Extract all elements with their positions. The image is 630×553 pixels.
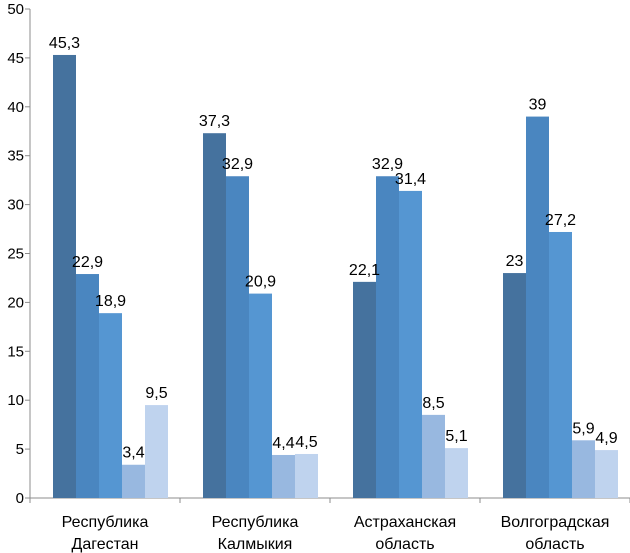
category-label-line: Волгоградская — [501, 514, 610, 531]
y-tick-label: 5 — [16, 441, 24, 458]
data-label: 8,5 — [422, 395, 444, 412]
data-label: 3,4 — [122, 445, 144, 462]
data-label: 20,9 — [245, 274, 276, 291]
bar — [295, 453, 318, 498]
data-label: 22,1 — [349, 262, 380, 279]
bar — [272, 454, 295, 498]
bar — [376, 176, 399, 498]
bar — [53, 54, 76, 498]
bar — [353, 281, 376, 498]
bar — [249, 293, 272, 498]
bar — [399, 190, 422, 498]
data-label: 18,9 — [95, 293, 126, 310]
bar — [122, 464, 145, 498]
bar — [503, 273, 526, 498]
data-label: 23 — [506, 253, 524, 270]
category-label-line: Республика — [62, 514, 149, 531]
category-label: Астраханская область — [354, 514, 456, 553]
y-tick-label: 20 — [7, 294, 24, 311]
bar — [203, 133, 226, 498]
bar — [226, 176, 249, 498]
category-label: Волгоградская область — [501, 514, 610, 553]
category-label: Республика Калмыкия — [212, 514, 299, 553]
data-label: 4,9 — [595, 430, 617, 447]
y-tick-label: 15 — [7, 343, 24, 360]
data-label: 5,9 — [572, 420, 594, 437]
y-axis: 0 5 10 15 20 25 30 35 40 45 50 — [7, 1, 31, 507]
data-label: 31,4 — [395, 171, 426, 188]
bar — [145, 405, 168, 498]
y-tick-label: 35 — [7, 148, 24, 165]
data-label: 45,3 — [49, 35, 80, 52]
y-tick-label: 10 — [7, 392, 24, 409]
data-label: 9,5 — [145, 385, 167, 402]
y-tick-label: 30 — [7, 197, 24, 214]
bar — [422, 414, 445, 498]
x-axis: Республика Дагестан Республика Калмыкия Астр… — [29, 497, 630, 553]
category-label-line: Астраханская — [354, 514, 456, 531]
data-label: 32,9 — [372, 156, 403, 173]
category-label-line: Дагестан — [72, 536, 139, 553]
bar — [549, 231, 572, 498]
bar — [595, 450, 618, 498]
bar — [526, 116, 549, 498]
data-label: 32,9 — [222, 156, 253, 173]
y-tick-label: 40 — [7, 99, 24, 116]
y-tick-label: 45 — [7, 50, 24, 67]
data-label: 4,4 — [272, 435, 294, 452]
y-tick-label: 25 — [7, 246, 24, 263]
bar — [99, 313, 122, 498]
data-label: 27,2 — [545, 212, 576, 229]
data-label: 5,1 — [445, 428, 467, 445]
data-label: 22,9 — [72, 254, 103, 271]
category-label-line: Калмыкия — [218, 536, 293, 553]
category-label-line: область — [525, 536, 584, 553]
data-label: 4,5 — [295, 434, 317, 451]
data-labels: 45,3 22,9 18,9 3,4 9,5 37,3 32,9 20,9 4,4 4,5 22,1… — [49, 35, 618, 462]
category-label-line: область — [375, 536, 434, 553]
bar — [572, 440, 595, 498]
y-tick-label: 0 — [16, 490, 24, 507]
bars — [53, 54, 618, 498]
data-label: 39 — [529, 97, 547, 114]
y-tick-label: 50 — [7, 1, 24, 18]
data-label: 37,3 — [199, 113, 230, 130]
category-label: Республика Дагестан — [62, 514, 149, 553]
bar — [76, 274, 99, 498]
category-label-line: Республика — [212, 514, 299, 531]
bar — [445, 448, 468, 498]
